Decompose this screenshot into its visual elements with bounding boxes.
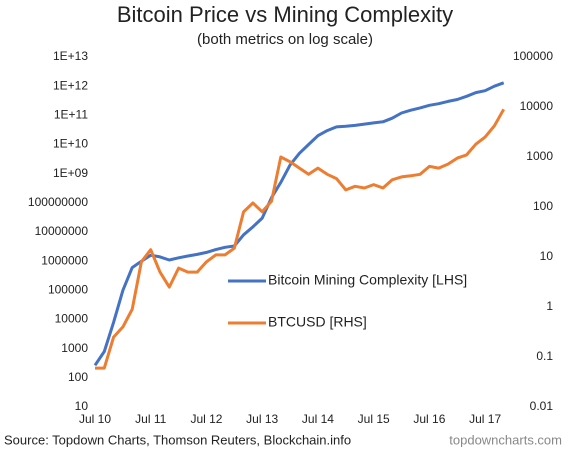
x-tick-label: Jul 12: [190, 412, 222, 426]
x-tick-label: Jul 14: [302, 412, 334, 426]
y2-tick-label: 0.01: [530, 399, 554, 413]
legend-label: Bitcoin Mining Complexity [LHS]: [268, 272, 467, 288]
y-tick-label: 100000: [48, 283, 88, 297]
watermark: topdowncharts.com: [449, 432, 562, 447]
y-tick-label: 1000000: [41, 253, 88, 267]
y-tick-label: 1E+13: [53, 49, 88, 63]
x-tick-label: Jul 17: [469, 412, 501, 426]
y-tick-label: 100000000: [28, 195, 88, 209]
y2-tick-label: 100000: [513, 49, 553, 63]
y-tick-label: 1000: [61, 341, 88, 355]
x-tick-label: Jul 11: [135, 412, 166, 426]
y-tick-label: 1E+09: [53, 166, 88, 180]
x-tick-label: Jul 16: [413, 412, 445, 426]
x-tick-label: Jul 15: [358, 412, 390, 426]
y2-tick-label: 0.1: [536, 349, 553, 363]
y-tick-label: 100: [68, 370, 88, 384]
y-tick-label: 1E+10: [53, 137, 88, 151]
y2-tick-label: 10000: [520, 99, 554, 113]
x-tick-label: Jul 13: [246, 412, 278, 426]
series-line: [93, 81, 505, 367]
chart-title: Bitcoin Price vs Mining Complexity: [117, 2, 453, 27]
y-tick-label: 10000: [55, 312, 89, 326]
y2-tick-label: 1000: [526, 149, 553, 163]
y-tick-label: 1E+11: [54, 108, 88, 122]
y2-tick-label: 10: [540, 249, 554, 263]
y2-tick-label: 1: [546, 299, 553, 313]
y-tick-label: 1E+12: [53, 78, 88, 92]
y-tick-label: 10000000: [35, 224, 89, 238]
chart-subtitle: (both metrics on log scale): [197, 31, 373, 48]
source: Source: Topdown Charts, Thomson Reuters,…: [4, 432, 351, 447]
y2-tick-label: 100: [533, 199, 553, 213]
legend-label: BTCUSD [RHS]: [268, 314, 367, 330]
y-tick-label: 10: [75, 399, 89, 413]
series-line: [95, 108, 506, 370]
x-tick-label: Jul 10: [79, 412, 111, 426]
